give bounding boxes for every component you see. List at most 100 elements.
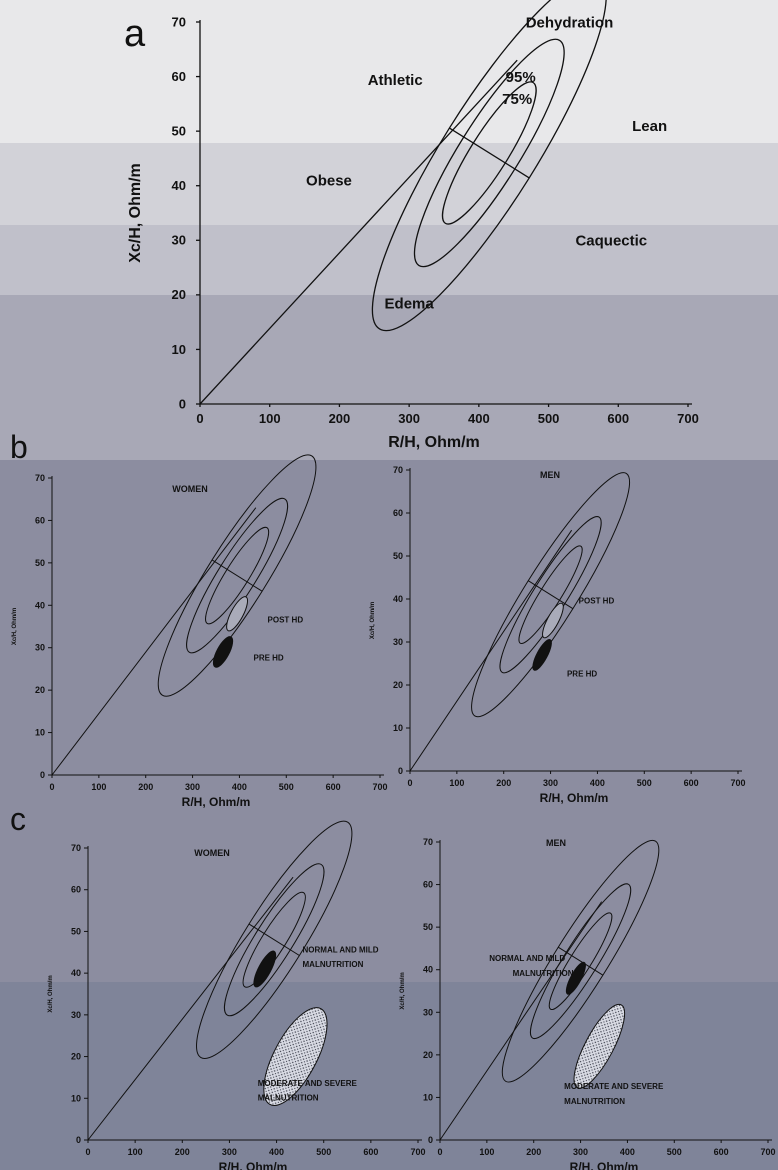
group-ellipse <box>542 602 564 639</box>
x-tick-label: 600 <box>684 778 699 788</box>
y-tick-label: 60 <box>172 69 186 84</box>
x-tick-label: 300 <box>398 411 420 426</box>
y-axis-label: Xc/H, Ohm/m <box>400 972 406 1009</box>
x-axis-label: R/H, Ohm/m <box>540 791 609 805</box>
chart-annotation: MALNUTRITION <box>303 960 364 969</box>
y-tick-label: 70 <box>71 843 81 853</box>
chart-annotation: MALNUTRITION <box>564 1097 625 1106</box>
y-tick-label: 20 <box>423 1050 433 1060</box>
y-tick-label: 10 <box>172 342 186 357</box>
chart-annotation: PRE HD <box>253 653 283 662</box>
group-ellipse <box>212 636 234 668</box>
x-tick-label: 600 <box>326 782 341 792</box>
scan-band-3 <box>0 225 778 295</box>
y-tick-label: 50 <box>172 123 186 138</box>
y-tick-label: 50 <box>393 551 403 561</box>
chart-annotation: Obese <box>306 173 352 190</box>
x-tick-label: 600 <box>607 411 629 426</box>
x-tick-label: 100 <box>91 782 106 792</box>
chart-annotation: 75% <box>502 91 532 108</box>
y-tick-label: 0 <box>398 766 403 776</box>
chart-annotation: Edema <box>385 296 435 313</box>
y-tick-label: 60 <box>393 508 403 518</box>
group-ellipse <box>532 639 552 671</box>
chart-panel-c-men: 0 100 200 300 400 500 600 700010203040506070R/H… <box>400 837 776 1170</box>
x-axis-label: R/H, Ohm/m <box>388 434 480 451</box>
y-tick-label: 20 <box>35 685 45 695</box>
x-tick-label: 100 <box>479 1147 494 1157</box>
y-tick-label: 70 <box>423 837 433 847</box>
y-tick-label: 70 <box>35 473 45 483</box>
ellipse-minor-axis <box>557 946 604 976</box>
chart-annotation: MODERATE AND SEVERE <box>564 1082 664 1091</box>
regression-line <box>87 876 294 1141</box>
x-tick-label: 400 <box>269 1147 284 1157</box>
x-tick-label: 300 <box>543 778 558 788</box>
chart-panel-a: 0 100 200 300 400 500 600 700 0 10 20 30 40 50 60 70 R/H… <box>127 0 699 451</box>
y-tick-label: 0 <box>179 396 186 411</box>
group-ellipse <box>565 961 586 995</box>
x-tick-label: 500 <box>637 778 652 788</box>
x-tick-label: 300 <box>185 782 200 792</box>
panel-title: WOMEN <box>172 484 208 494</box>
y-tick-label: 70 <box>393 465 403 475</box>
chart-annotation: POST HD <box>579 596 615 605</box>
group-ellipse <box>263 1007 328 1106</box>
y-tick-label: 50 <box>35 558 45 568</box>
ellipse-minor-axis <box>449 127 530 179</box>
x-tick-label: 0 <box>407 778 412 788</box>
y-tick-label: 20 <box>393 680 403 690</box>
x-tick-label: 200 <box>138 782 153 792</box>
chart-panel-c-women: 0 100 200 300 400 500 600 700 0 10 20 30 40 50 60 70 R/H… <box>48 820 426 1170</box>
group-ellipse <box>226 596 249 632</box>
y-tick-label: 30 <box>393 637 403 647</box>
y-tick-label: 50 <box>71 926 81 936</box>
y-tick-label: 50 <box>423 922 433 932</box>
chart-annotation: PRE HD <box>567 669 597 678</box>
chart-annotation: 95% <box>506 69 536 86</box>
panel-letter-a: a <box>124 13 146 55</box>
panel-title: MEN <box>546 838 566 848</box>
x-tick-label: 400 <box>468 411 490 426</box>
x-tick-label: 100 <box>449 778 464 788</box>
scan-band-5 <box>0 460 778 982</box>
x-tick-label: 500 <box>316 1147 331 1157</box>
y-axis-label: Xc/H, Ohm/m <box>48 975 54 1012</box>
regression-line <box>439 901 603 1141</box>
y-tick-label: 10 <box>35 728 45 738</box>
scan-band-6 <box>0 982 778 1170</box>
panel-title: WOMEN <box>194 848 230 858</box>
y-tick-label: 60 <box>35 515 45 525</box>
y-tick-label: 60 <box>71 885 81 895</box>
x-tick-label: 700 <box>410 1147 425 1157</box>
x-axis-label: R/H, Ohm/m <box>570 1160 639 1170</box>
y-tick-label: 0 <box>40 770 45 780</box>
regression-line <box>199 59 518 405</box>
group-ellipse <box>253 950 277 988</box>
x-tick-label: 700 <box>372 782 387 792</box>
x-tick-label: 400 <box>590 778 605 788</box>
y-tick-label: 40 <box>172 178 186 193</box>
chart-annotation: MALNUTRITION <box>513 969 574 978</box>
scan-band-1 <box>0 0 778 143</box>
ellipse-minor-axis <box>211 559 263 592</box>
y-tick-label: 10 <box>393 723 403 733</box>
x-tick-label: 0 <box>85 1147 90 1157</box>
y-tick-label: 30 <box>423 1007 433 1017</box>
chart-annotation: Lean <box>632 118 667 135</box>
panel-title: MEN <box>540 470 560 480</box>
y-tick-label: 30 <box>35 643 45 653</box>
x-tick-label: 100 <box>259 411 281 426</box>
x-tick-label: 700 <box>730 778 745 788</box>
chart-panel-b-women: 0 100 200 300 400 500 600 700 0 10 20 30 40 50 60 70 R/H… <box>12 454 388 809</box>
x-tick-label: 200 <box>329 411 351 426</box>
panel-letter-b: b <box>10 429 28 465</box>
panel-letter-c: c <box>10 801 26 837</box>
regression-line <box>51 507 257 776</box>
y-axis-label: Xc/H, Ohm/m <box>127 163 144 263</box>
x-tick-label: 500 <box>538 411 560 426</box>
y-axis-label: Xc/H, Ohm/m <box>12 608 18 645</box>
y-tick-label: 10 <box>71 1093 81 1103</box>
scan-band-2 <box>0 143 778 225</box>
chart-annotation: Dehydration <box>526 14 614 31</box>
